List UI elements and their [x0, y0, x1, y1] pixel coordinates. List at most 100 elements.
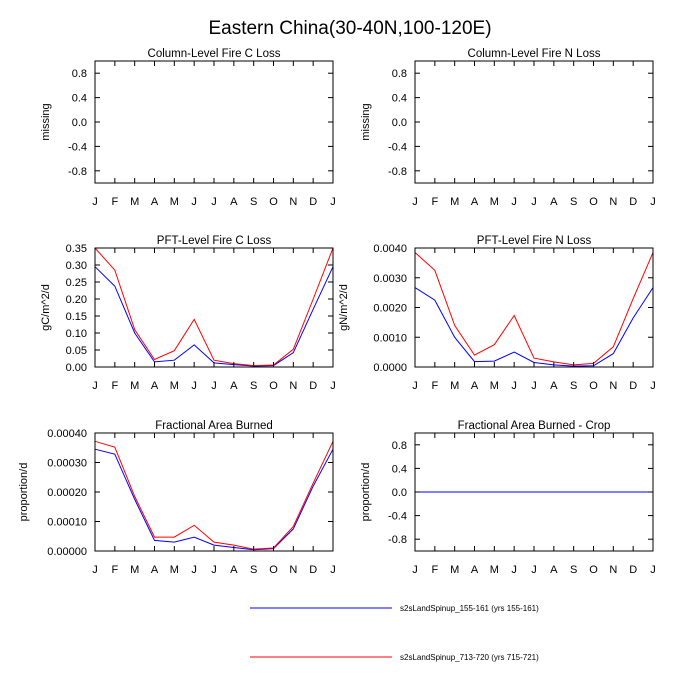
x-tick-label: F: [111, 196, 118, 208]
x-tick-label: S: [250, 380, 257, 392]
y-axis-label: gN/m^2/d: [338, 284, 350, 331]
x-tick-label: O: [269, 564, 278, 576]
x-tick-label: O: [589, 564, 598, 576]
x-tick-label: F: [431, 196, 438, 208]
x-tick-label: O: [269, 196, 278, 208]
x-tick-label: N: [609, 196, 617, 208]
x-tick-label: J: [412, 196, 418, 208]
x-tick-label: J: [92, 380, 98, 392]
panel-title: Fractional Area Burned: [155, 420, 273, 432]
y-axis-label: missing: [40, 103, 52, 140]
x-tick-label: J: [531, 380, 537, 392]
x-tick-label: D: [309, 196, 317, 208]
x-tick-label: N: [289, 564, 297, 576]
x-tick-label: F: [431, 564, 438, 576]
y-tick-label: 0.0020: [373, 303, 407, 315]
x-tick-label: J: [531, 196, 537, 208]
y-tick-label: 0.8: [72, 68, 87, 80]
y-tick-label: 0.10: [66, 328, 87, 340]
x-tick-label: A: [471, 196, 479, 208]
x-tick-label: J: [191, 196, 197, 208]
x-tick-label: D: [629, 196, 637, 208]
y-tick-label: -0.8: [388, 534, 407, 546]
y-tick-label: 0.8: [392, 440, 407, 452]
x-tick-label: O: [589, 196, 598, 208]
x-tick-label: J: [211, 380, 217, 392]
plot-frame: [414, 60, 654, 184]
x-tick-label: J: [191, 380, 197, 392]
x-tick-label: M: [130, 196, 139, 208]
x-tick-label: S: [250, 564, 257, 576]
y-axis-label: proportion/d: [360, 463, 372, 522]
y-tick-label: 0.35: [66, 243, 87, 255]
y-tick-label: 0.00010: [47, 517, 87, 529]
panel-title: Column-Level Fire N Loss: [468, 48, 601, 60]
x-tick-label: A: [151, 196, 159, 208]
series-line-1: [414, 252, 654, 366]
x-tick-label: A: [151, 564, 159, 576]
x-tick-label: J: [412, 564, 418, 576]
x-tick-label: M: [170, 564, 179, 576]
legend-label-1: s2sLandSpinup_713-720 (yrs 715-721): [400, 653, 539, 662]
x-tick-label: M: [450, 564, 459, 576]
x-tick-label: J: [531, 564, 537, 576]
x-tick-label: O: [269, 380, 278, 392]
x-tick-label: M: [490, 196, 499, 208]
x-tick-label: D: [629, 380, 637, 392]
y-axis-label: gC/m^2/d: [40, 284, 52, 331]
x-tick-label: N: [289, 380, 297, 392]
y-tick-label: -0.8: [388, 166, 407, 178]
x-tick-label: N: [609, 380, 617, 392]
x-tick-label: D: [629, 564, 637, 576]
y-axis-label: missing: [360, 103, 372, 140]
y-tick-label: 0.00: [66, 362, 87, 374]
x-tick-label: O: [589, 380, 598, 392]
x-tick-label: A: [471, 564, 479, 576]
x-tick-label: J: [511, 564, 517, 576]
y-tick-label: 0.0: [392, 117, 407, 129]
x-tick-label: J: [511, 380, 517, 392]
x-tick-label: M: [130, 564, 139, 576]
x-tick-label: J: [92, 564, 98, 576]
y-tick-label: 0.0: [72, 117, 87, 129]
y-tick-label: 0.8: [392, 68, 407, 80]
x-tick-label: J: [211, 564, 217, 576]
y-tick-label: 0.15: [66, 311, 87, 323]
y-tick-label: 0.30: [66, 260, 87, 272]
y-tick-label: 0.00030: [47, 458, 87, 470]
x-tick-label: A: [550, 564, 558, 576]
legend-label-0: s2sLandSpinup_155-161 (yrs 155-161): [400, 604, 539, 613]
y-tick-label: 0.05: [66, 345, 87, 357]
y-tick-label: 0.0: [392, 487, 407, 499]
y-tick-label: 0.0000: [373, 362, 407, 374]
x-tick-label: M: [450, 380, 459, 392]
plot-frame: [94, 432, 334, 552]
panel-title: Column-Level Fire C Loss: [148, 48, 281, 60]
x-tick-label: A: [550, 380, 558, 392]
x-tick-label: A: [471, 380, 479, 392]
x-tick-label: M: [130, 380, 139, 392]
series-line-1: [94, 440, 334, 550]
y-tick-label: 0.00000: [47, 546, 87, 558]
x-tick-label: D: [309, 564, 317, 576]
y-axis-label: proportion/d: [18, 463, 30, 522]
y-tick-label: -0.4: [388, 511, 407, 523]
plot-frame: [94, 247, 334, 368]
x-tick-label: J: [330, 564, 336, 576]
series-line-1: [94, 247, 334, 367]
x-tick-label: D: [309, 380, 317, 392]
x-tick-label: J: [330, 196, 336, 208]
panel-title: PFT-Level Fire N Loss: [477, 235, 592, 247]
x-tick-label: F: [111, 380, 118, 392]
y-tick-label: 0.4: [392, 463, 407, 475]
x-tick-label: J: [650, 564, 656, 576]
y-tick-label: 0.0010: [373, 332, 407, 344]
y-tick-label: -0.4: [388, 141, 407, 153]
